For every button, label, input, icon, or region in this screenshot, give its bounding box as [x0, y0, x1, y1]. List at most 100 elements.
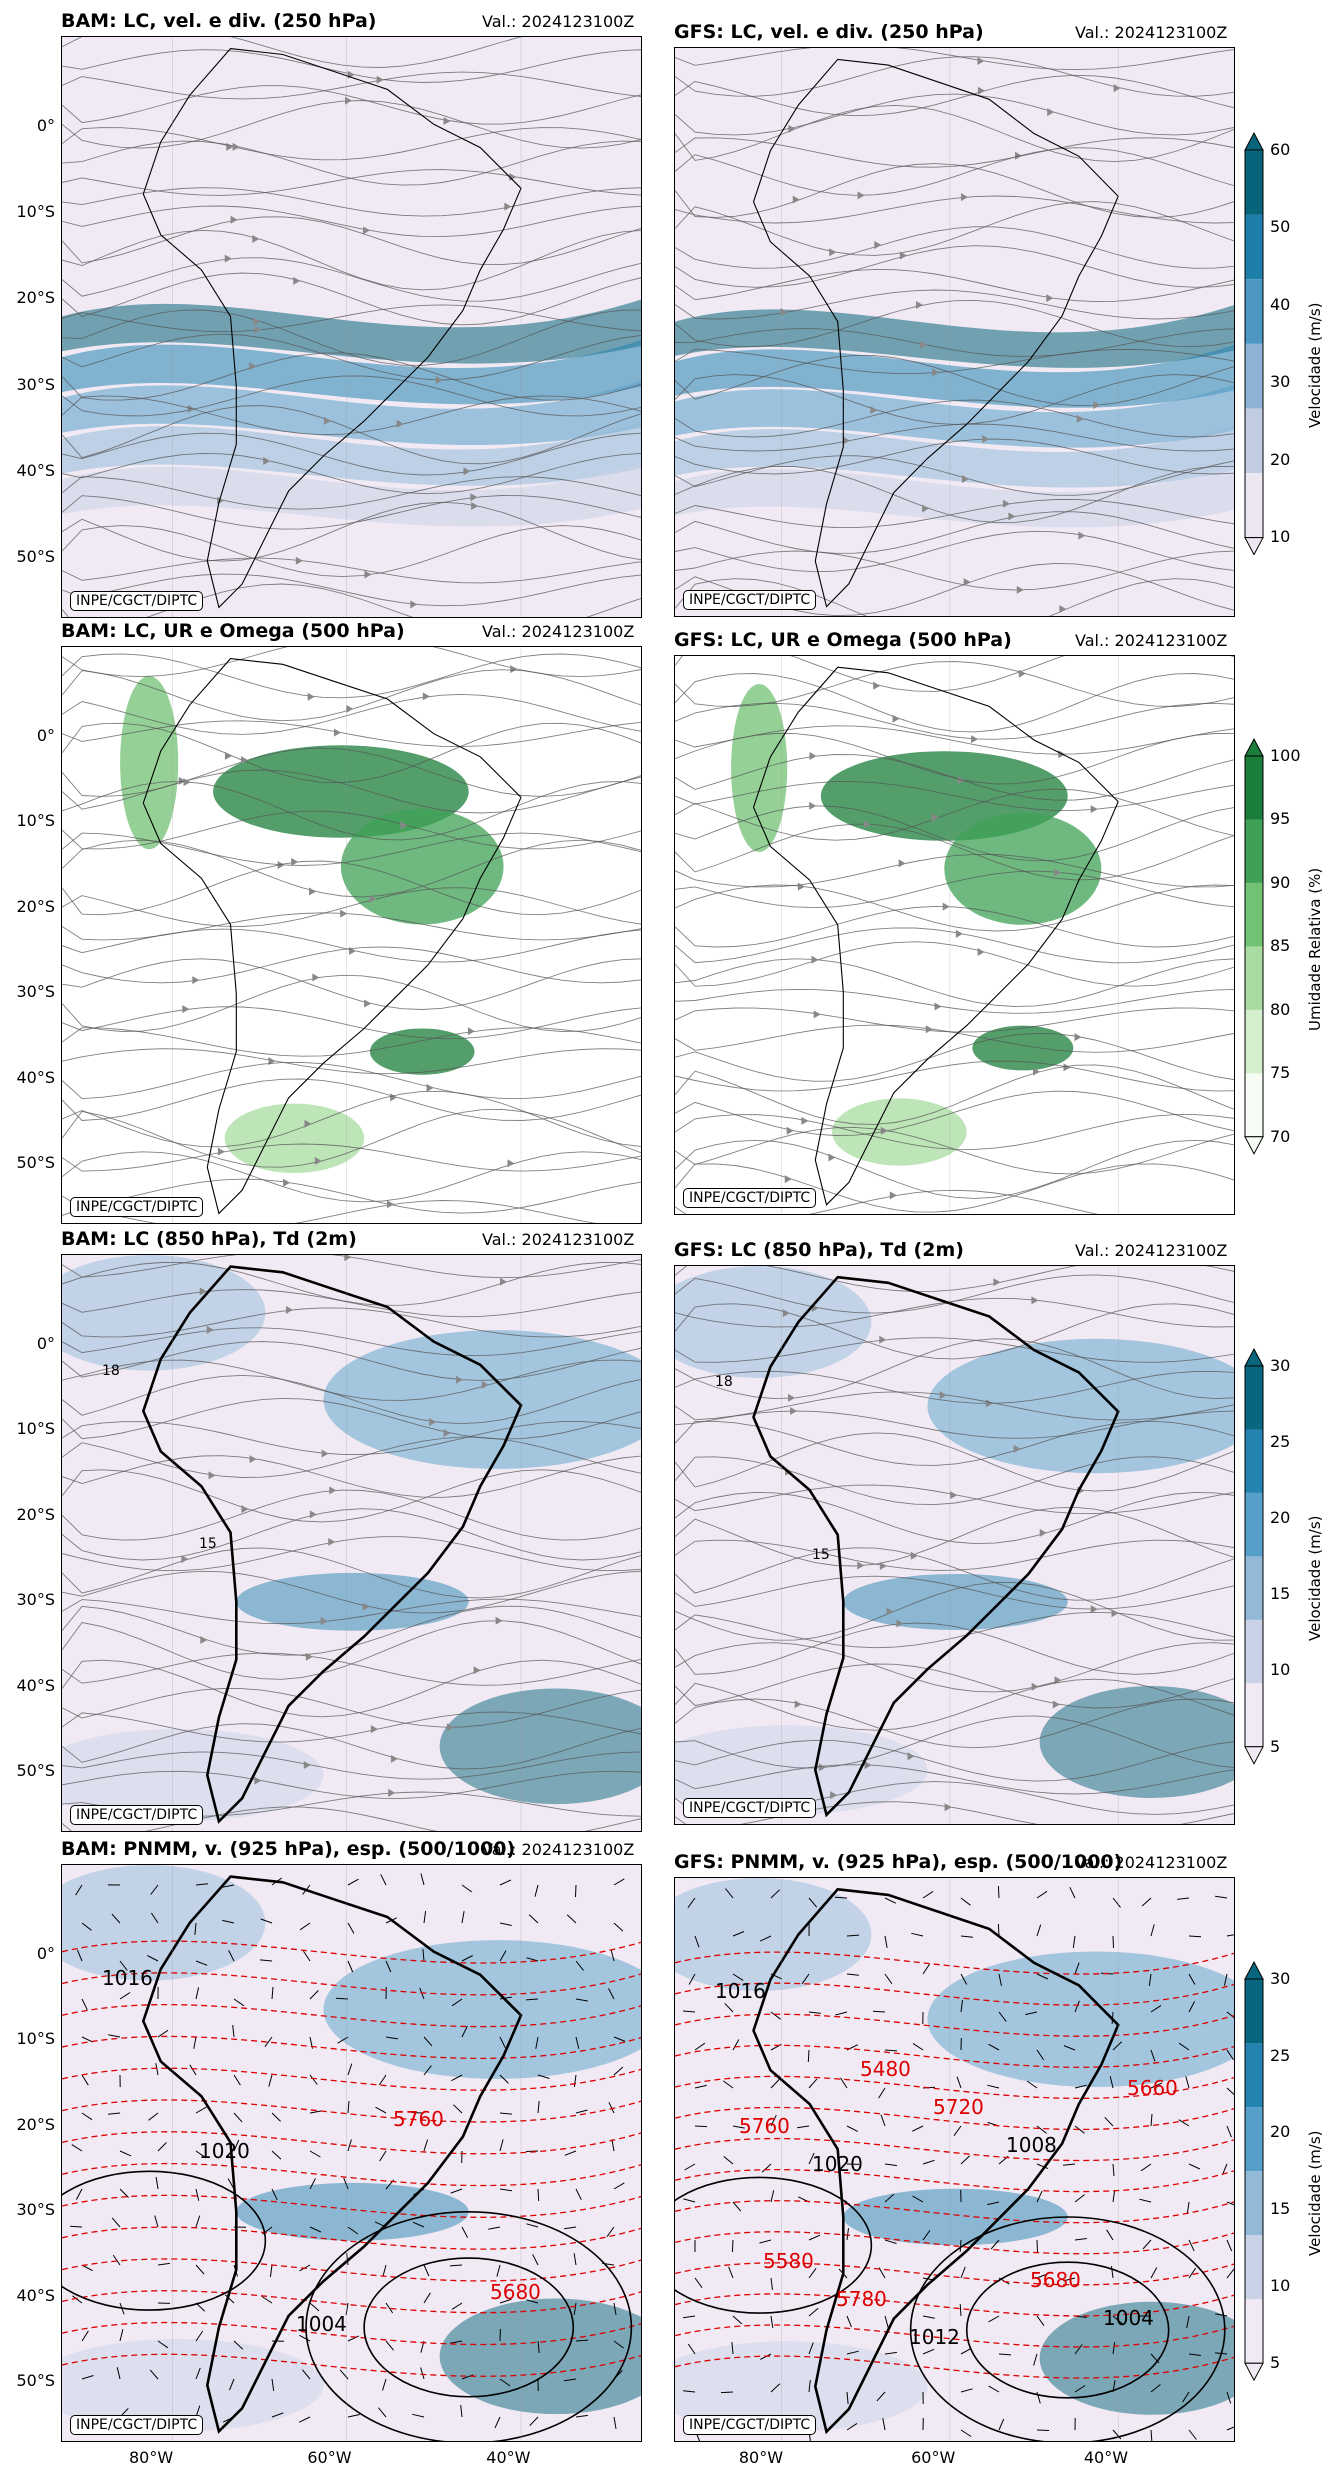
wind-speed-area: [323, 1940, 641, 2079]
streamline-arrow: [224, 254, 232, 263]
wind-barb: [1112, 1897, 1121, 1908]
wind-barb: [309, 2178, 316, 2190]
wind-barb: [499, 1922, 512, 1926]
wind-barb: [998, 2418, 1005, 2431]
wind-barb: [302, 1950, 311, 1962]
colorbar-extend-top: [1244, 737, 1264, 757]
streamline-arrow: [254, 1776, 262, 1785]
streamline: [675, 1491, 1234, 1545]
wind-barb: [271, 2112, 281, 2122]
streamline: [62, 1341, 641, 1381]
wind-barb: [71, 2144, 83, 2152]
streamline: [62, 1455, 641, 1498]
wind-barb: [81, 2036, 94, 2043]
colorbar-segment: [1245, 1978, 1263, 2043]
streamline: [675, 530, 1234, 573]
colorbar-tick: 5: [1270, 1736, 1281, 1756]
wind-barb: [81, 2074, 89, 2086]
streamline-arrow: [1059, 605, 1067, 614]
streamline-arrow: [977, 948, 985, 957]
streamline-arrow: [790, 1406, 798, 1415]
streamline-arrow: [211, 37, 213, 38]
wind-barb: [1074, 2344, 1083, 2355]
humidity-area: [944, 812, 1102, 925]
contour-label: 5720: [933, 2095, 984, 2119]
wind-barb: [1036, 2391, 1041, 2404]
wind-barb: [732, 2201, 742, 2212]
streamline: [675, 137, 1234, 168]
wind-barb: [997, 1923, 1000, 1937]
wind-barb: [537, 2340, 540, 2353]
wind-barb: [1074, 2194, 1085, 2203]
streamline-arrow: [507, 1159, 515, 1168]
wind-barb: [337, 2036, 349, 2044]
wind-barb: [347, 1922, 355, 1934]
wind-barb: [694, 2084, 707, 2089]
wind-barb: [801, 1973, 810, 1985]
streamline: [675, 1764, 1234, 1795]
colorbar-segment: [1245, 1073, 1263, 1137]
streamline: [62, 1027, 641, 1057]
isobar: [62, 2170, 267, 2311]
colorbar-tick: 60: [1270, 139, 1291, 159]
wind-barb: [347, 2139, 352, 2152]
colorbar-segment: [1245, 1556, 1263, 1620]
wind-barb: [987, 2084, 1000, 2089]
wind-barb: [613, 1922, 624, 1932]
map-panel: 1016 1020 1012 1008 1004 5760 5780 5720 5680 5660…: [674, 1877, 1235, 2442]
wind-barb: [422, 1948, 425, 1962]
wind-barb: [260, 1959, 273, 1962]
wind-barb: [613, 2182, 625, 2190]
streamline: [675, 941, 1234, 987]
wind-barb: [499, 2188, 512, 2192]
streamline: [62, 432, 641, 476]
wind-barb: [385, 2302, 394, 2314]
streamline: [62, 1688, 641, 1728]
wind-barb: [1178, 2042, 1190, 2051]
wind-barb: [846, 1973, 859, 1976]
colorbar-tick: 30: [1270, 372, 1291, 392]
wind-barb: [575, 1960, 584, 1971]
longitude-tick: 80°W: [128, 2448, 174, 2467]
wind-barb: [537, 2074, 550, 2079]
wind-barb: [233, 2112, 243, 2123]
wind-barb: [884, 1973, 893, 1985]
valid-time: Val.: 2024123100Z: [482, 12, 635, 31]
contour-label: 15: [199, 1536, 217, 1552]
streamline: [675, 1391, 1234, 1421]
streamline: [62, 1006, 641, 1040]
map-svg: 1016 1020 1004 5760 5680: [62, 1865, 641, 2441]
streamline: [675, 927, 1234, 964]
wind-barb: [499, 1950, 507, 1962]
contour-label: 1004: [296, 2312, 347, 2336]
colorbar-segment: [1245, 149, 1263, 215]
wind-barb: [271, 2378, 275, 2391]
wind-barb: [271, 1986, 274, 2000]
wind-barb: [613, 2416, 617, 2429]
streamline-arrow: [934, 1002, 942, 1011]
wind-barb: [1141, 1897, 1152, 1907]
streamline-arrow: [321, 1449, 329, 1458]
wind-barb: [222, 1884, 235, 1888]
contour-label: 5480: [860, 2057, 911, 2081]
colorbar-tick: 10: [1270, 2276, 1291, 2296]
streamline-arrow: [369, 894, 377, 903]
colorbar-tick: 20: [1270, 2122, 1291, 2142]
streamline-arrow: [217, 1147, 225, 1156]
contour-label: 1012: [909, 2325, 960, 2349]
streamline: [62, 1751, 641, 1780]
wind-barb: [1188, 2163, 1201, 2170]
wind-barb: [420, 2367, 425, 2380]
wind-barb: [988, 2315, 1000, 2323]
wind-barb: [423, 2292, 431, 2304]
colorbar-tick: 40: [1270, 294, 1291, 314]
streamline: [62, 309, 641, 366]
streamline-arrow: [277, 861, 285, 870]
isobar: [363, 2257, 575, 2398]
streamline: [675, 988, 1234, 1014]
streamline-arrow: [982, 435, 990, 444]
colorbar-segment: [1245, 819, 1263, 883]
colorbar-segment: [1245, 2170, 1263, 2235]
streamline-arrow: [1093, 401, 1101, 410]
wind-barb: [155, 2063, 159, 2076]
